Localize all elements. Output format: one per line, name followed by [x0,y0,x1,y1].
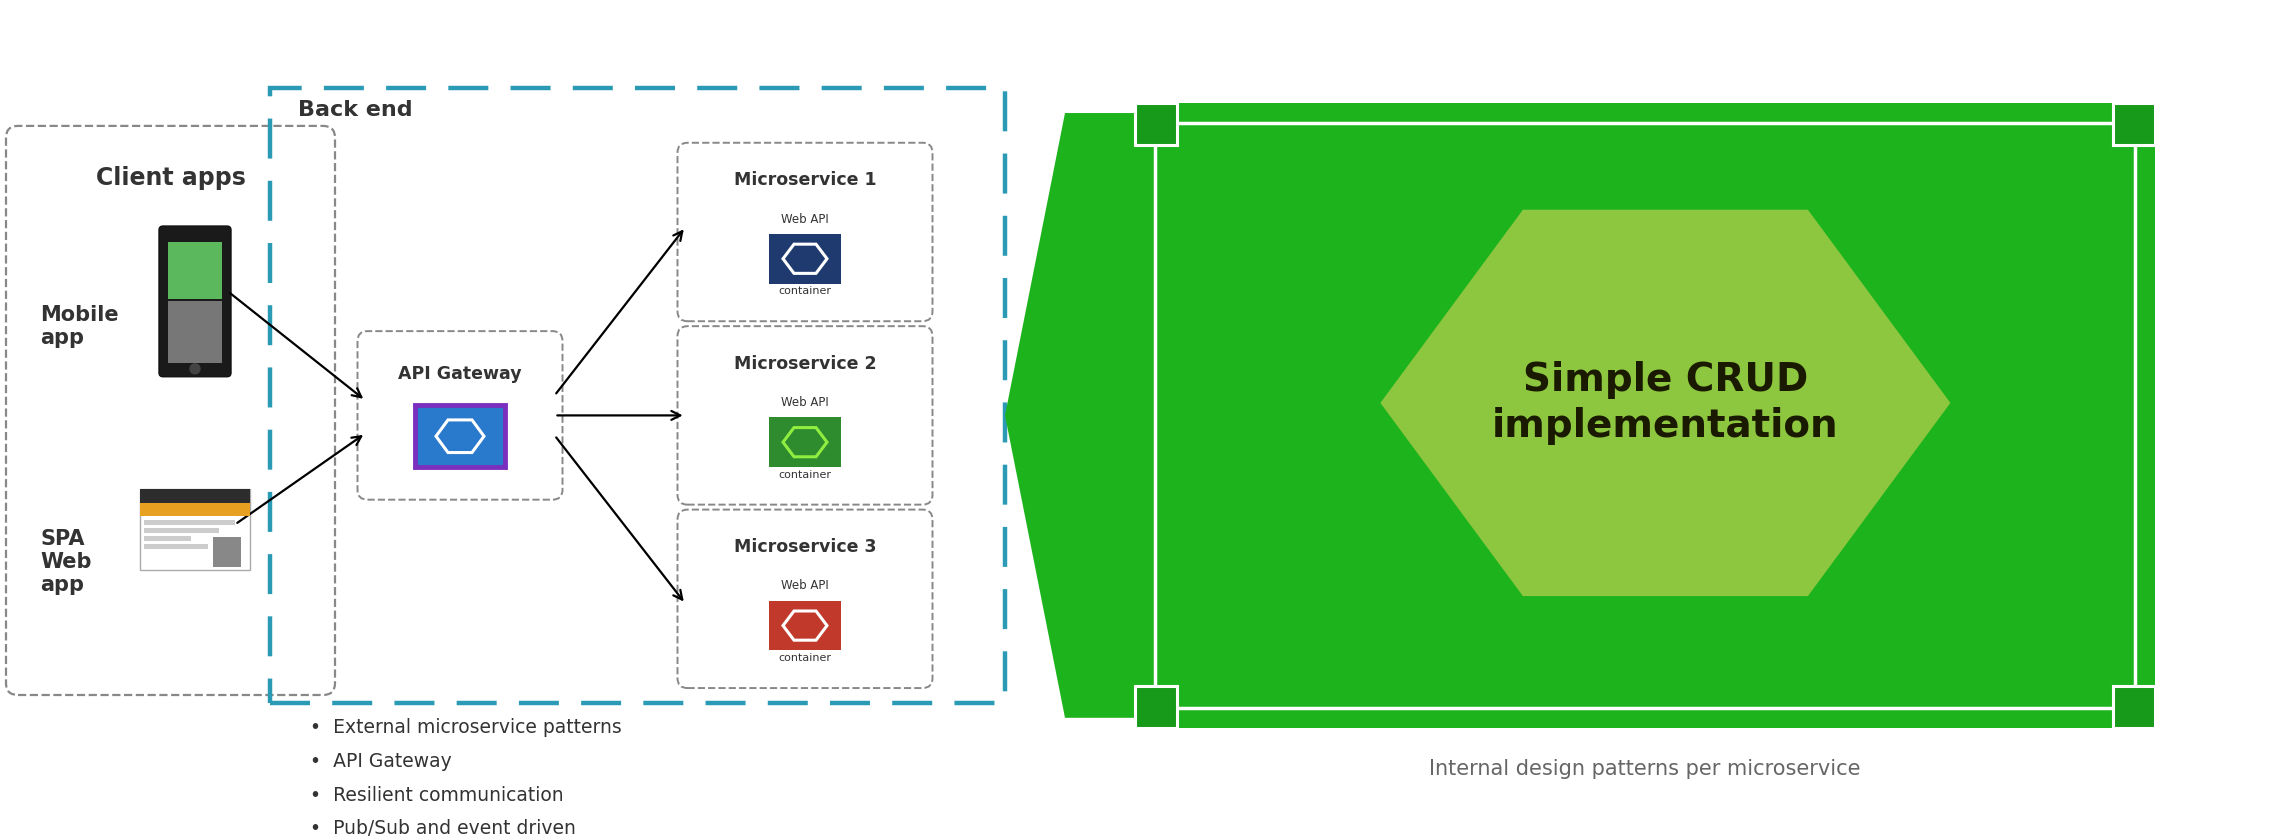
FancyBboxPatch shape [1134,103,2156,727]
FancyBboxPatch shape [167,301,222,362]
FancyBboxPatch shape [144,528,218,534]
Polygon shape [1006,113,1155,718]
FancyBboxPatch shape [140,489,250,570]
FancyBboxPatch shape [357,331,564,500]
Text: Back end: Back end [298,100,412,120]
FancyBboxPatch shape [140,489,250,503]
Text: SPA
Web
app: SPA Web app [39,529,92,596]
FancyBboxPatch shape [678,143,932,321]
FancyBboxPatch shape [167,242,222,300]
Text: Mobile
app: Mobile app [39,305,119,348]
Text: •  Resilient communication: • Resilient communication [309,785,564,805]
FancyBboxPatch shape [770,601,841,650]
FancyBboxPatch shape [144,536,190,541]
FancyBboxPatch shape [2112,103,2156,145]
Circle shape [190,364,199,373]
FancyBboxPatch shape [144,520,236,525]
FancyBboxPatch shape [7,126,334,695]
Text: Microservice 3: Microservice 3 [733,539,875,556]
Text: Client apps: Client apps [96,165,245,190]
Text: Microservice 1: Microservice 1 [733,171,877,190]
Text: Internal design patterns per microservice: Internal design patterns per microservic… [1430,759,1860,779]
Text: Web API: Web API [781,580,829,592]
Text: •  API Gateway: • API Gateway [309,752,451,771]
FancyBboxPatch shape [678,326,932,504]
Text: Microservice 2: Microservice 2 [733,355,877,373]
FancyBboxPatch shape [2112,686,2156,727]
FancyBboxPatch shape [144,544,208,550]
FancyBboxPatch shape [158,226,231,377]
FancyBboxPatch shape [415,405,504,467]
Text: •  External microservice patterns: • External microservice patterns [309,718,621,737]
Text: Simple CRUD
implementation: Simple CRUD implementation [1491,361,1840,445]
Text: container: container [779,470,832,480]
Text: Web API: Web API [781,396,829,409]
FancyBboxPatch shape [140,503,250,515]
FancyBboxPatch shape [678,509,932,688]
FancyBboxPatch shape [1155,123,2135,708]
FancyBboxPatch shape [1134,686,1178,727]
FancyBboxPatch shape [770,234,841,284]
Text: API Gateway: API Gateway [399,365,522,383]
Text: container: container [779,286,832,296]
FancyBboxPatch shape [1134,103,1178,145]
Text: container: container [779,654,832,664]
FancyBboxPatch shape [770,417,841,467]
Text: Web API: Web API [781,212,829,226]
Polygon shape [1381,210,1950,596]
Text: •  Pub/Sub and event driven: • Pub/Sub and event driven [309,820,575,838]
FancyBboxPatch shape [213,537,241,567]
